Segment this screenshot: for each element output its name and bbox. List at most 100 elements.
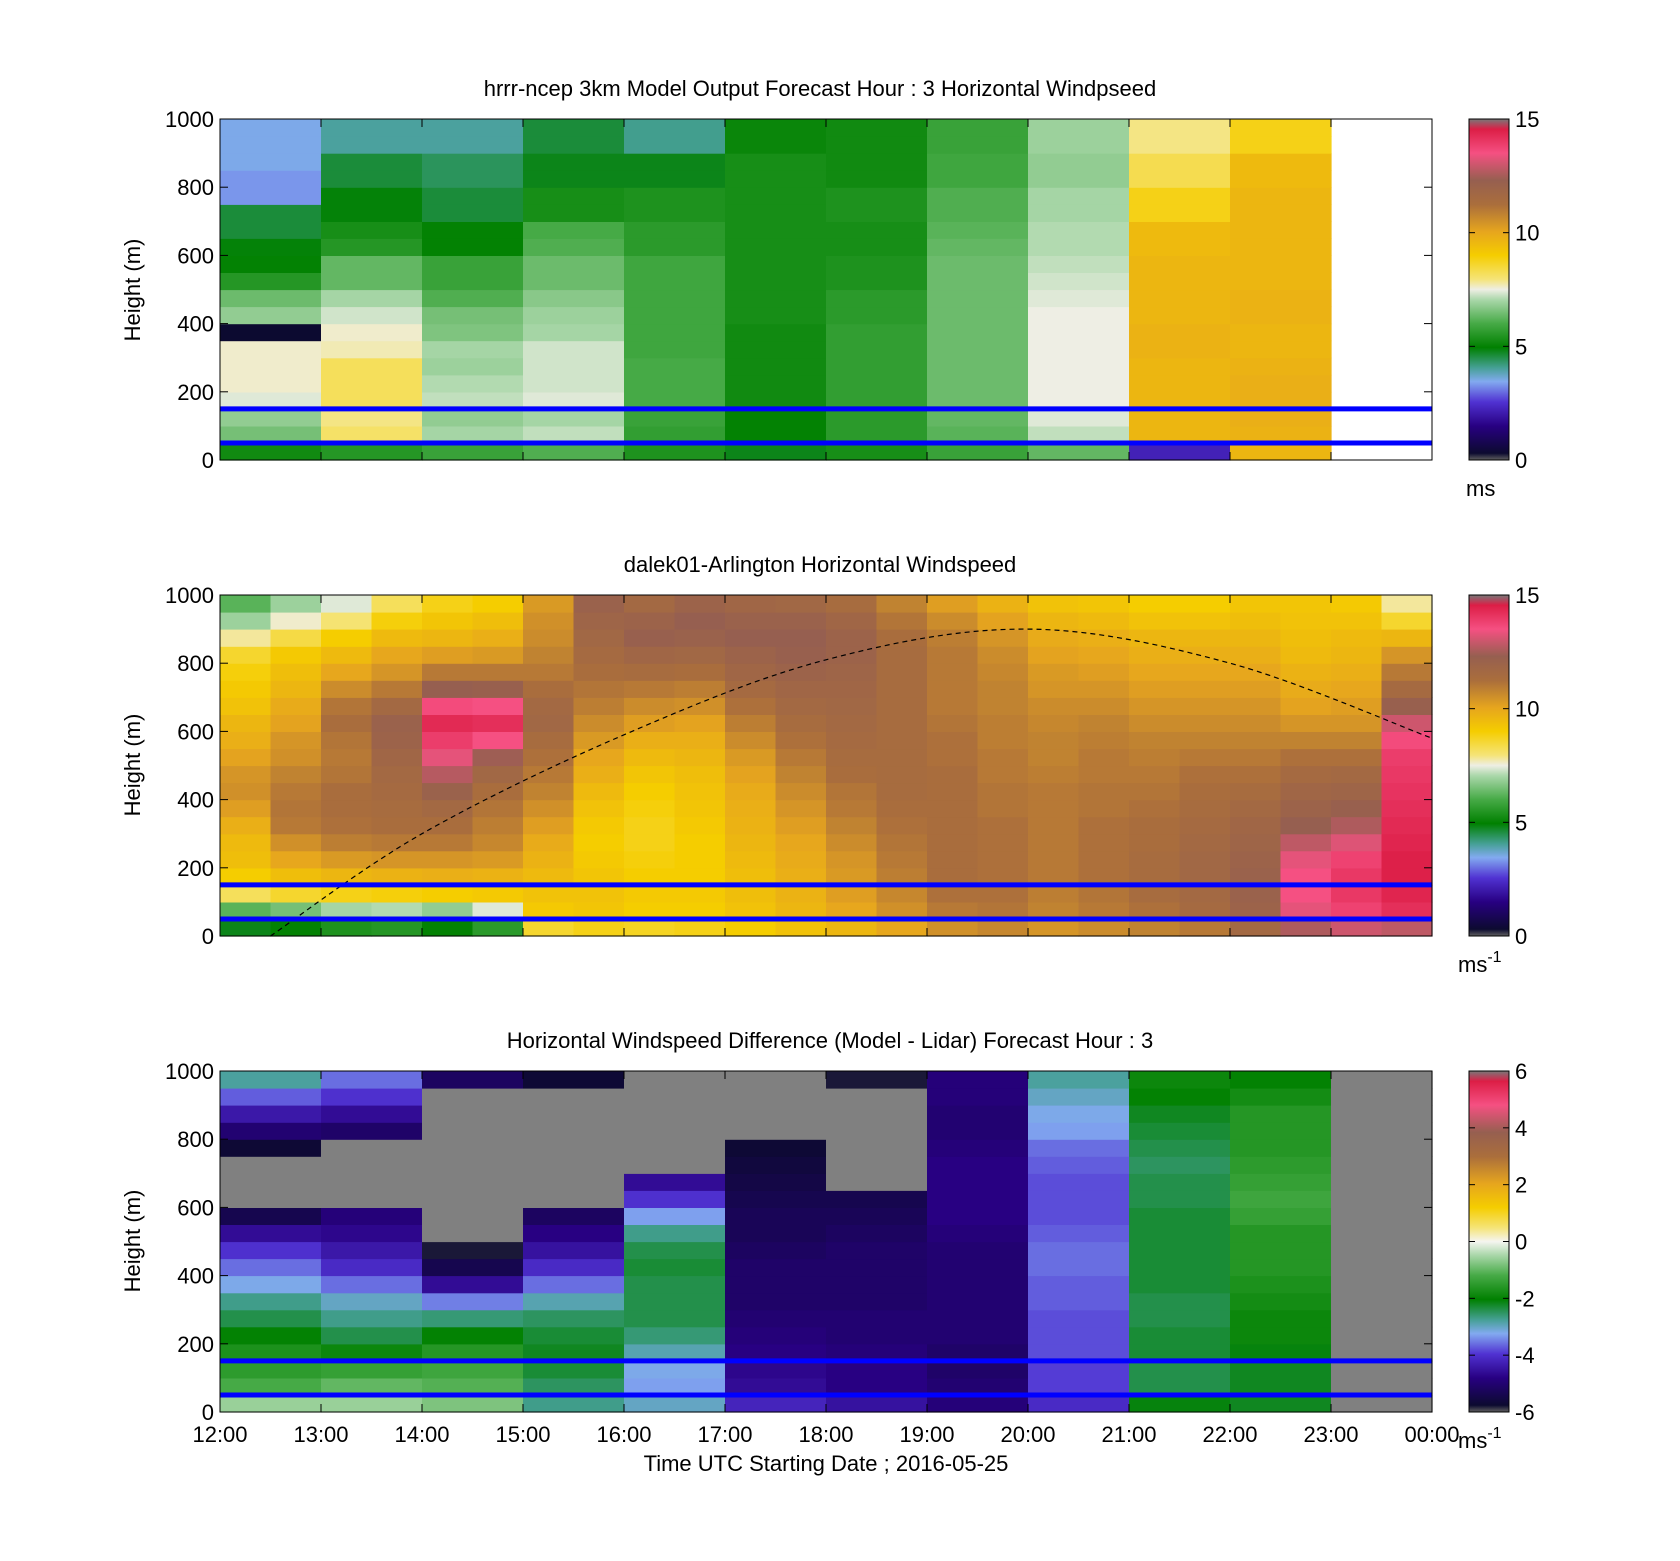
heatmap-cell [1028, 884, 1080, 903]
heatmap-cell [472, 884, 524, 903]
x-tick-label: 14:00 [394, 1422, 449, 1447]
y-tick-label: 800 [177, 1127, 214, 1152]
heatmap-cell [220, 119, 322, 137]
heatmap-cell [371, 765, 423, 784]
heatmap-cell [1028, 153, 1130, 171]
heatmap-cell [725, 1377, 827, 1396]
heatmap-cell [674, 850, 726, 869]
heatmap-cell [624, 289, 726, 308]
reference-lines [220, 406, 1432, 446]
heatmap-cell [523, 1395, 625, 1413]
heatmap-cell [523, 153, 625, 171]
heatmap-cell [1230, 221, 1332, 239]
heatmap-cell [826, 1377, 928, 1396]
heatmap-cell [1331, 714, 1383, 732]
heatmap-cell [321, 306, 423, 325]
heatmap-cell [1280, 748, 1332, 767]
heatmap-cell [1331, 833, 1383, 852]
heatmap-cell [1028, 697, 1080, 715]
heatmap-cell [876, 816, 928, 835]
heatmap-cell [1230, 306, 1332, 325]
heatmap-cell [321, 442, 423, 461]
heatmap-cell [927, 187, 1029, 205]
heatmap-cell [1028, 357, 1130, 376]
heatmap-cell [573, 646, 625, 664]
x-tick-label: 13:00 [293, 1422, 348, 1447]
y-tick-label: 800 [177, 651, 214, 676]
heatmap-cell [1230, 136, 1332, 154]
heatmap-cell [1230, 1309, 1332, 1328]
heatmap-cell [523, 238, 625, 256]
heatmap-cell [523, 374, 625, 393]
heatmap-cell [624, 748, 676, 767]
heatmap-cell [876, 697, 928, 715]
heatmap-cell [876, 663, 928, 681]
heatmap-cell [674, 919, 726, 937]
heatmap-cell [573, 731, 625, 750]
heatmap-cell [826, 765, 878, 784]
heatmap-cell [1028, 323, 1130, 342]
heatmap-cell [523, 1071, 625, 1089]
heatmap-cell [371, 850, 423, 869]
heatmap-cell [1028, 714, 1080, 732]
heatmap-cell [1179, 595, 1231, 613]
heatmap-cell [422, 1207, 524, 1225]
heatmap-cell [472, 663, 524, 681]
heatmap-cell [1331, 595, 1383, 613]
heatmap-cell [624, 850, 676, 869]
heatmap-cell [1331, 1139, 1433, 1157]
heatmap-cell [826, 629, 878, 647]
heatmap-cell [1129, 442, 1231, 461]
heatmap-cell [624, 1173, 726, 1191]
colorbar-unit: ms-1 [1458, 949, 1502, 977]
heatmap-cell [725, 1326, 827, 1345]
heatmap-cell [1078, 816, 1130, 835]
heatmap-cell [422, 1360, 524, 1379]
heatmap-cell [422, 680, 474, 698]
heatmap-cell [1129, 1207, 1231, 1225]
heatmap-cell [321, 374, 423, 393]
heatmap-cell [927, 1139, 1029, 1157]
heatmap-cell [927, 884, 979, 903]
heatmap-cell [321, 204, 423, 222]
colorbar: -6 -4 -2 0 2 4 6 ms-1 [1458, 1059, 1535, 1453]
heatmap-cell [321, 119, 423, 137]
heatmap-cell [1381, 663, 1433, 681]
heatmap-cell [725, 1207, 827, 1225]
heatmap-cell [220, 170, 322, 188]
heatmap-cell [775, 697, 827, 715]
heatmap-cell [725, 170, 827, 188]
heatmap-cell [624, 612, 676, 630]
heatmap-cell [725, 221, 827, 239]
heatmap-cell [1028, 374, 1130, 393]
heatmap-cell [371, 919, 423, 937]
heatmap-cell [422, 306, 524, 325]
colorbar-tick-label: 6 [1515, 1059, 1527, 1084]
heatmap-cell [927, 714, 979, 732]
heatmap-cell [523, 799, 575, 818]
heatmap-cell [826, 1190, 928, 1208]
heatmap-cell [321, 238, 423, 256]
heatmap-cell [1230, 119, 1332, 137]
heatmap-cell [523, 884, 575, 903]
heatmap-cell [1230, 612, 1282, 630]
heatmap-cell [624, 238, 726, 256]
heatmap-cell [876, 765, 928, 784]
heatmap-cell [1230, 1071, 1332, 1089]
heatmap-cell [725, 1173, 827, 1191]
heatmap-cell [321, 850, 373, 869]
heatmap-cell [725, 1088, 827, 1106]
heatmap-cell [977, 765, 1029, 784]
heatmap-cell [523, 221, 625, 239]
heatmap-cell [220, 1309, 322, 1328]
heatmap-cell [523, 1275, 625, 1294]
heatmap-cell [1331, 1122, 1433, 1140]
heatmap-cell [1129, 867, 1181, 886]
heatmap-cell [1230, 1139, 1332, 1157]
heatmap-cell [1078, 612, 1130, 630]
heatmap-cell [624, 731, 676, 750]
heatmap-cell [220, 1207, 322, 1225]
heatmap-cell [1230, 1224, 1332, 1243]
heatmap-cell [220, 238, 322, 256]
heatmap-cell [927, 272, 1029, 291]
